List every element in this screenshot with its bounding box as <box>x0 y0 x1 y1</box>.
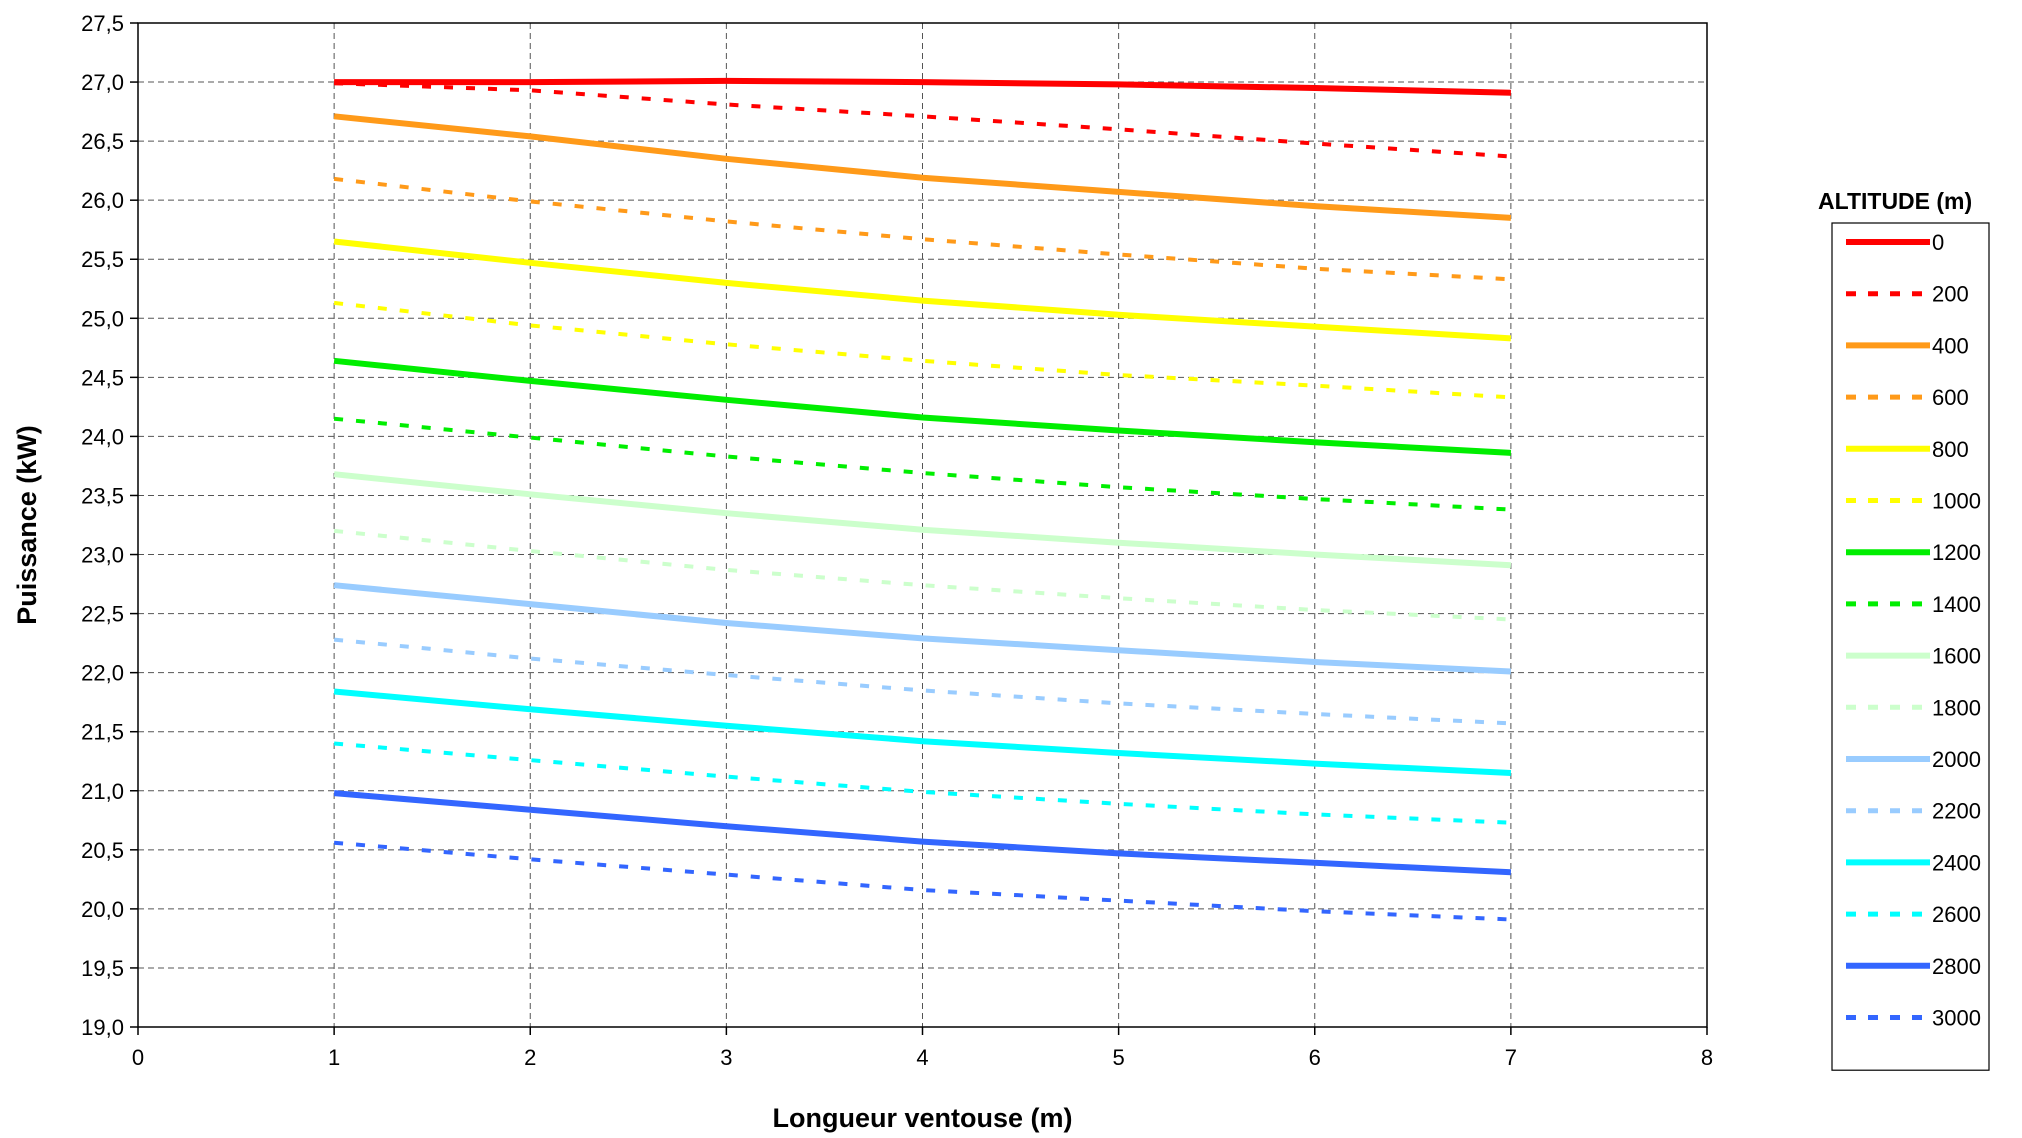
series-line-2000 <box>333 582 1512 675</box>
series-line-2800 <box>333 790 1512 876</box>
series-line-0 <box>334 77 1511 96</box>
series-line-1200 <box>333 357 1512 456</box>
y-tick-label: 19,5 <box>81 956 124 981</box>
x-tick-label: 4 <box>916 1045 928 1070</box>
y-tick-label: 27,0 <box>81 70 124 95</box>
legend-label-3000: 3000 <box>1932 1006 1981 1031</box>
y-tick-label: 21,0 <box>81 779 124 804</box>
y-tick-label: 22,0 <box>81 661 124 686</box>
legend-title: ALTITUDE (m) <box>1818 188 1972 214</box>
y-tick-label: 24,5 <box>81 365 124 390</box>
y-tick-label: 26,0 <box>81 188 124 213</box>
y-axis-title: Puissance (kW) <box>12 425 42 625</box>
y-tick-label: 25,5 <box>81 247 124 272</box>
legend-label-2800: 2800 <box>1932 954 1981 979</box>
legend-label-2000: 2000 <box>1932 747 1981 772</box>
legend-label-1400: 1400 <box>1932 592 1981 617</box>
legend-label-200: 200 <box>1932 282 1969 307</box>
series-line-400 <box>333 113 1512 221</box>
series-layer <box>333 77 1512 922</box>
x-tick-label: 3 <box>720 1045 732 1070</box>
y-tick-label: 20,0 <box>81 897 124 922</box>
series-line-2400 <box>333 688 1512 776</box>
y-tick-label: 21,5 <box>81 720 124 745</box>
x-tick-label: 6 <box>1309 1045 1321 1070</box>
series-line-800 <box>333 238 1512 342</box>
x-axis: 0 1 2 3 4 5 6 7 8 <box>132 1027 1713 1070</box>
y-tick-label: 23,5 <box>81 483 124 508</box>
legend-box <box>1831 222 1990 1071</box>
x-tick-label: 8 <box>1701 1045 1713 1070</box>
legend-label-400: 400 <box>1932 333 1969 358</box>
y-tick-label: 19,0 <box>81 1015 124 1040</box>
legend: 0 200 400 600 800 1000 1200 1400 1600 1800 2000 220… <box>1831 222 1990 1071</box>
y-tick-label: 27,5 <box>81 11 124 36</box>
y-tick-label: 20,5 <box>81 838 124 863</box>
legend-label-1600: 1600 <box>1932 644 1981 669</box>
legend-label-600: 600 <box>1932 385 1969 410</box>
legend-label-2400: 2400 <box>1932 850 1981 875</box>
x-axis-title: Longueur ventouse (m) <box>772 1103 1072 1133</box>
legend-label-2600: 2600 <box>1932 902 1981 927</box>
legend-label-1000: 1000 <box>1932 489 1981 514</box>
x-tick-label: 2 <box>524 1045 536 1070</box>
y-tick-label: 24,0 <box>81 424 124 449</box>
legend-label-0: 0 <box>1932 230 1944 255</box>
legend-label-1200: 1200 <box>1932 540 1981 565</box>
y-tick-label: 22,5 <box>81 602 124 627</box>
legend-label-800: 800 <box>1932 437 1969 462</box>
legend-label-1800: 1800 <box>1932 695 1981 720</box>
x-tick-label: 1 <box>328 1045 340 1070</box>
y-tick-label: 26,5 <box>81 129 124 154</box>
y-tick-label: 25,0 <box>81 306 124 331</box>
y-tick-label: 23,0 <box>81 543 124 568</box>
y-axis: 19,0 19,5 20,0 20,5 21,0 21,5 22,0 22,5 23,0 23,5… <box>81 11 138 1040</box>
x-tick-label: 7 <box>1505 1045 1517 1070</box>
series-line-1600 <box>333 471 1512 569</box>
x-tick-label: 5 <box>1113 1045 1125 1070</box>
x-tick-label: 0 <box>132 1045 144 1070</box>
legend-label-2200: 2200 <box>1932 799 1981 824</box>
